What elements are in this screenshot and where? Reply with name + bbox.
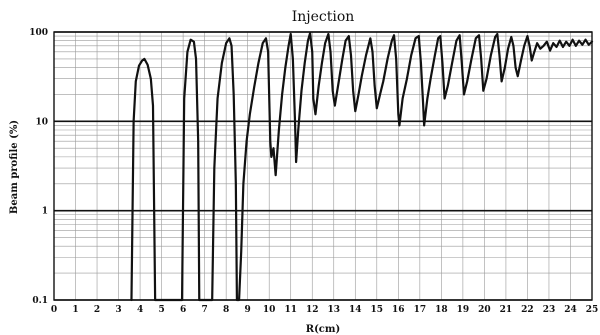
x-tick-label: 10 [263, 305, 276, 315]
x-tick-label: 0 [51, 305, 57, 315]
plot-frame [53, 31, 593, 301]
x-tick-label: 17 [414, 305, 427, 315]
x-tick-label: 6 [180, 305, 186, 315]
chart-title: Injection [292, 9, 355, 25]
x-tick-label: 8 [223, 305, 229, 315]
y-axis-label: Beam profile (%) [9, 120, 20, 214]
x-tick-label: 14 [349, 305, 362, 315]
x-tick-label: 22 [521, 305, 534, 315]
x-tick-label: 25 [586, 305, 599, 315]
grid-layer [53, 31, 593, 301]
x-tick-label: 18 [435, 305, 448, 315]
x-tick-label: 19 [457, 305, 470, 315]
x-tick-label: 12 [306, 305, 319, 315]
series-line [130, 32, 594, 302]
x-tick-label: 15 [371, 305, 384, 315]
y-tick-label: 0.1 [32, 296, 48, 306]
data-layer [130, 32, 594, 302]
x-tick-label: 1 [72, 305, 78, 315]
x-tick-label: 3 [115, 305, 121, 315]
x-tick-label: 2 [94, 305, 100, 315]
x-axis-label: R(cm) [306, 324, 340, 335]
x-tick-label: 9 [245, 305, 251, 315]
y-tick-label: 100 [29, 28, 48, 38]
x-tick-label: 13 [327, 305, 340, 315]
tick-layer: 0 1 2 3 4 5 6 7 8 9 10 11 12 13 14 15 16 17 18 19 20 21 22 23 24… [29, 28, 598, 315]
x-tick-label: 7 [202, 305, 208, 315]
x-tick-label: 20 [478, 305, 491, 315]
y-tick-label: 1 [42, 207, 48, 217]
x-tick-label: 4 [137, 305, 143, 315]
x-tick-label: 16 [392, 305, 405, 315]
x-tick-label: 21 [500, 305, 513, 315]
x-tick-label: 11 [284, 305, 297, 315]
x-tick-label: 24 [564, 305, 577, 315]
x-tick-label: 5 [158, 305, 164, 315]
y-tick-label: 10 [35, 117, 48, 127]
x-tick-label: 23 [543, 305, 556, 315]
